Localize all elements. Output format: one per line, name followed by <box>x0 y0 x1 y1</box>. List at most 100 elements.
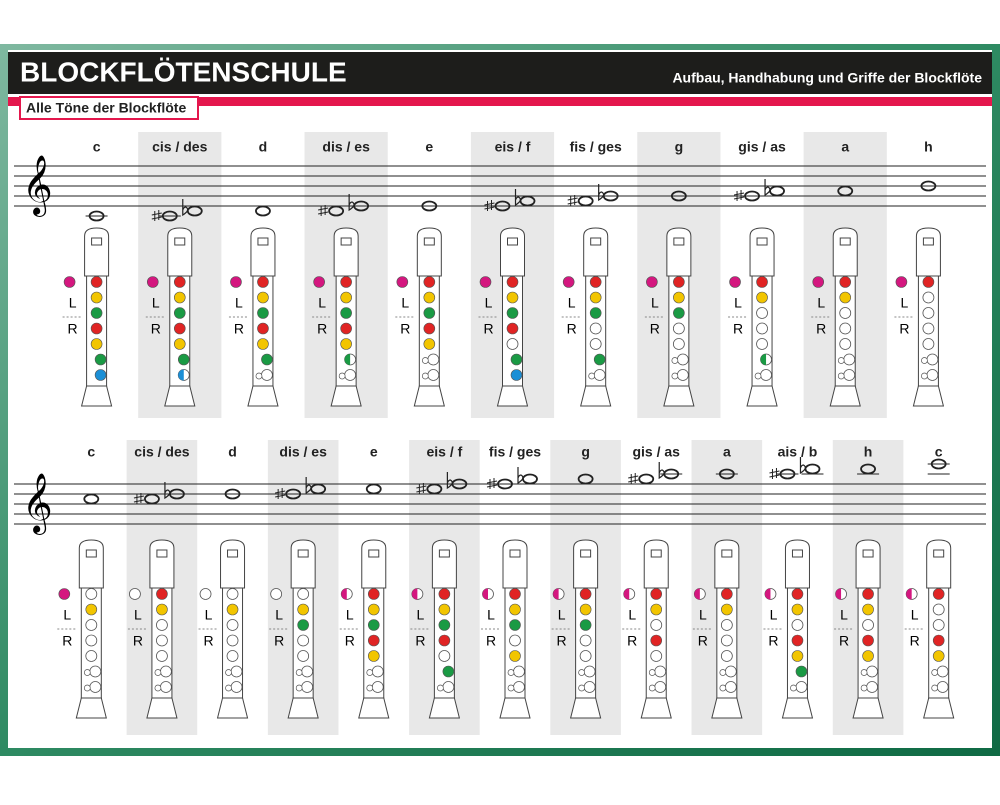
recorder-foot <box>358 697 390 719</box>
hole-open <box>583 665 596 678</box>
hole-closed <box>862 634 874 647</box>
hole-open <box>261 369 273 381</box>
hole-half-fill <box>482 588 488 600</box>
flat-sign <box>517 467 524 485</box>
recorder-head <box>167 227 193 277</box>
hole-closed <box>438 619 451 631</box>
hole-open <box>862 619 874 631</box>
note-name: d <box>259 139 268 155</box>
hole-open <box>760 369 772 381</box>
hole-closed <box>58 588 71 600</box>
hole-open <box>442 681 455 693</box>
hole-small <box>671 357 679 364</box>
hole-small <box>421 372 429 380</box>
hand-label: R <box>567 321 577 337</box>
note-head <box>497 478 513 490</box>
hand-label: R <box>62 633 72 649</box>
hole-small <box>338 372 346 380</box>
hole-closed <box>340 276 352 288</box>
hole-open <box>589 338 602 350</box>
hole-closed <box>791 650 804 662</box>
hand-label: R <box>650 321 660 337</box>
header-subtitle: Aufbau, Handhabung und Griffe der Blockf… <box>672 70 982 86</box>
hole-open <box>720 650 733 662</box>
sharp-sign <box>486 478 498 489</box>
hand-label: L <box>318 295 326 311</box>
hole-open <box>650 619 663 631</box>
note-head <box>328 205 345 217</box>
sharp-sign <box>733 190 745 201</box>
hole-half-fill <box>760 354 767 365</box>
note-head <box>670 190 687 202</box>
hole-closed <box>579 619 592 631</box>
hole-open <box>843 353 856 366</box>
note-head <box>522 473 538 485</box>
note-head <box>837 185 854 197</box>
hole-open <box>156 650 168 662</box>
hole-open <box>839 307 852 319</box>
recorder-window <box>297 549 309 558</box>
header-bar <box>8 52 992 94</box>
hole-closed <box>257 276 269 288</box>
hole-closed <box>94 353 107 366</box>
note-name: cis / des <box>152 139 207 155</box>
hole-open <box>926 353 939 366</box>
hole-small <box>931 684 939 692</box>
hole-closed <box>90 276 103 288</box>
recorder-foot <box>746 385 778 407</box>
hole-open <box>230 681 243 693</box>
hole-closed <box>90 338 103 350</box>
recorder-foot <box>330 385 362 407</box>
hole-closed <box>589 291 602 304</box>
flat-sign <box>514 189 522 207</box>
hole-closed <box>650 634 663 647</box>
hole-open <box>650 650 663 662</box>
hand-label: L <box>63 607 71 623</box>
hole-small <box>921 372 928 380</box>
hole-closed <box>509 619 521 631</box>
hole-small <box>255 372 263 380</box>
recorder-window <box>438 549 450 558</box>
hole-closed <box>589 276 602 288</box>
hole-open <box>129 588 141 600</box>
hole-open <box>936 665 949 678</box>
note-name: eis / f <box>495 139 531 155</box>
hole-closed <box>791 603 804 616</box>
hole-half-fill <box>623 588 630 600</box>
hand-label: L <box>152 295 160 311</box>
hole-open <box>593 369 606 381</box>
note-head <box>83 493 100 505</box>
hole-open <box>85 588 98 600</box>
hole-closed <box>721 588 733 600</box>
recorder-foot <box>247 385 279 407</box>
hole-closed <box>94 369 107 381</box>
hole-closed <box>721 603 733 616</box>
hole-small <box>648 684 656 692</box>
hole-open <box>438 650 451 662</box>
recorder-window <box>174 237 186 246</box>
note-name: dis / es <box>322 139 370 155</box>
hand-label: R <box>768 633 778 649</box>
hole-closed <box>506 291 519 304</box>
recorder-window <box>933 549 945 558</box>
flat-sign <box>164 482 171 500</box>
hole-half-fill <box>835 588 842 600</box>
note-head <box>169 488 185 500</box>
hole-small <box>790 684 797 692</box>
hole-closed <box>367 634 380 647</box>
note-head <box>519 195 536 207</box>
sharp-sign <box>416 483 427 494</box>
hole-small <box>648 669 656 676</box>
hole-half-fill <box>906 588 912 600</box>
hand-label: L <box>911 607 919 623</box>
hand-label: L <box>487 607 495 623</box>
hole-open <box>676 353 689 366</box>
hole-closed <box>895 276 908 288</box>
hole-open <box>583 681 596 693</box>
recorder-head <box>149 539 175 589</box>
hole-closed <box>340 338 352 350</box>
hole-open <box>160 665 172 678</box>
recorder-head <box>333 227 359 277</box>
note-name: e <box>370 444 378 460</box>
hole-small <box>154 669 162 676</box>
